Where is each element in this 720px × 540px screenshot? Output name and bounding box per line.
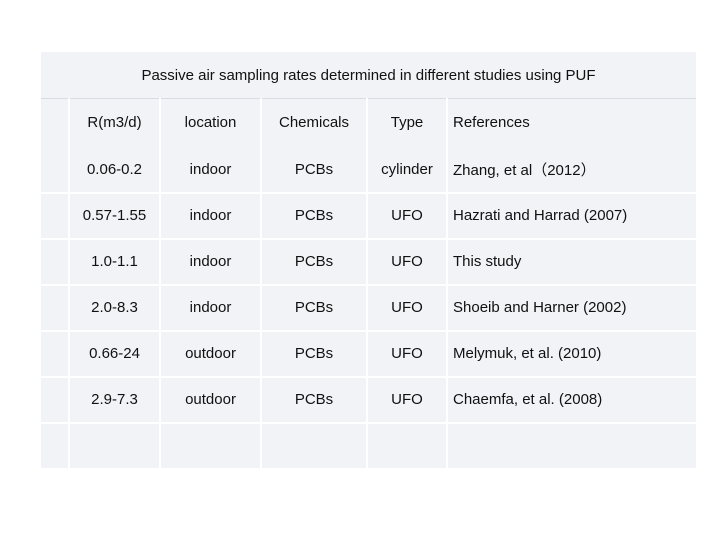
column-divider bbox=[260, 98, 262, 468]
cell-rate: 0.06-0.2 bbox=[86, 160, 143, 178]
cell-chemicals: PCBs bbox=[294, 206, 334, 224]
row-divider bbox=[41, 238, 696, 240]
sampling-rates-table: Passive air sampling rates determined in… bbox=[41, 52, 696, 468]
column-divider bbox=[366, 98, 368, 468]
cell-location: indoor bbox=[189, 206, 232, 224]
column-divider bbox=[68, 98, 70, 468]
cell-rate: 0.66-24 bbox=[89, 344, 140, 362]
cell-location: indoor bbox=[189, 252, 232, 270]
cell-chemicals: PCBs bbox=[294, 390, 334, 408]
cell-rate: 0.57-1.55 bbox=[82, 206, 147, 224]
header-chemicals: Chemicals bbox=[278, 113, 350, 131]
cell-location: outdoor bbox=[185, 390, 236, 408]
cell-rate: 2.0-8.3 bbox=[91, 298, 138, 316]
column-divider bbox=[446, 98, 448, 468]
cell-type: UFO bbox=[391, 344, 423, 362]
row-divider bbox=[41, 192, 696, 194]
cell-chemicals: PCBs bbox=[294, 252, 334, 270]
cell-type: UFO bbox=[391, 206, 423, 224]
cell-reference: Chaemfa, et al. (2008) bbox=[453, 390, 603, 408]
cell-reference: Melymuk, et al. (2010) bbox=[453, 344, 602, 362]
header-type: Type bbox=[390, 113, 424, 131]
header-references: References bbox=[453, 113, 530, 131]
cell-type: UFO bbox=[391, 390, 423, 408]
cell-rate: 2.9-7.3 bbox=[91, 390, 138, 408]
cell-location: outdoor bbox=[185, 344, 236, 362]
cell-type: UFO bbox=[391, 252, 423, 270]
cell-reference: This study bbox=[453, 252, 522, 270]
cell-reference: Shoeib and Harner (2002) bbox=[453, 298, 627, 316]
row-divider bbox=[41, 284, 696, 286]
cell-reference: Hazrati and Harrad (2007) bbox=[453, 206, 628, 224]
cell-type: UFO bbox=[391, 298, 423, 316]
cell-chemicals: PCBs bbox=[294, 344, 334, 362]
table-title: Passive air sampling rates determined in… bbox=[41, 52, 696, 99]
cell-location: indoor bbox=[189, 298, 232, 316]
cell-chemicals: PCBs bbox=[294, 298, 334, 316]
cell-reference: Zhang, et al（2012） bbox=[453, 161, 596, 179]
cell-location: indoor bbox=[189, 160, 232, 178]
header-rate: R(m3/d) bbox=[87, 113, 142, 131]
row-divider bbox=[41, 330, 696, 332]
row-divider bbox=[41, 376, 696, 378]
column-divider bbox=[159, 98, 161, 468]
cell-type: cylinder bbox=[381, 160, 433, 178]
header-location: location bbox=[184, 113, 237, 131]
cell-chemicals: PCBs bbox=[294, 160, 334, 178]
cell-rate: 1.0-1.1 bbox=[91, 252, 138, 270]
row-divider bbox=[41, 422, 696, 424]
